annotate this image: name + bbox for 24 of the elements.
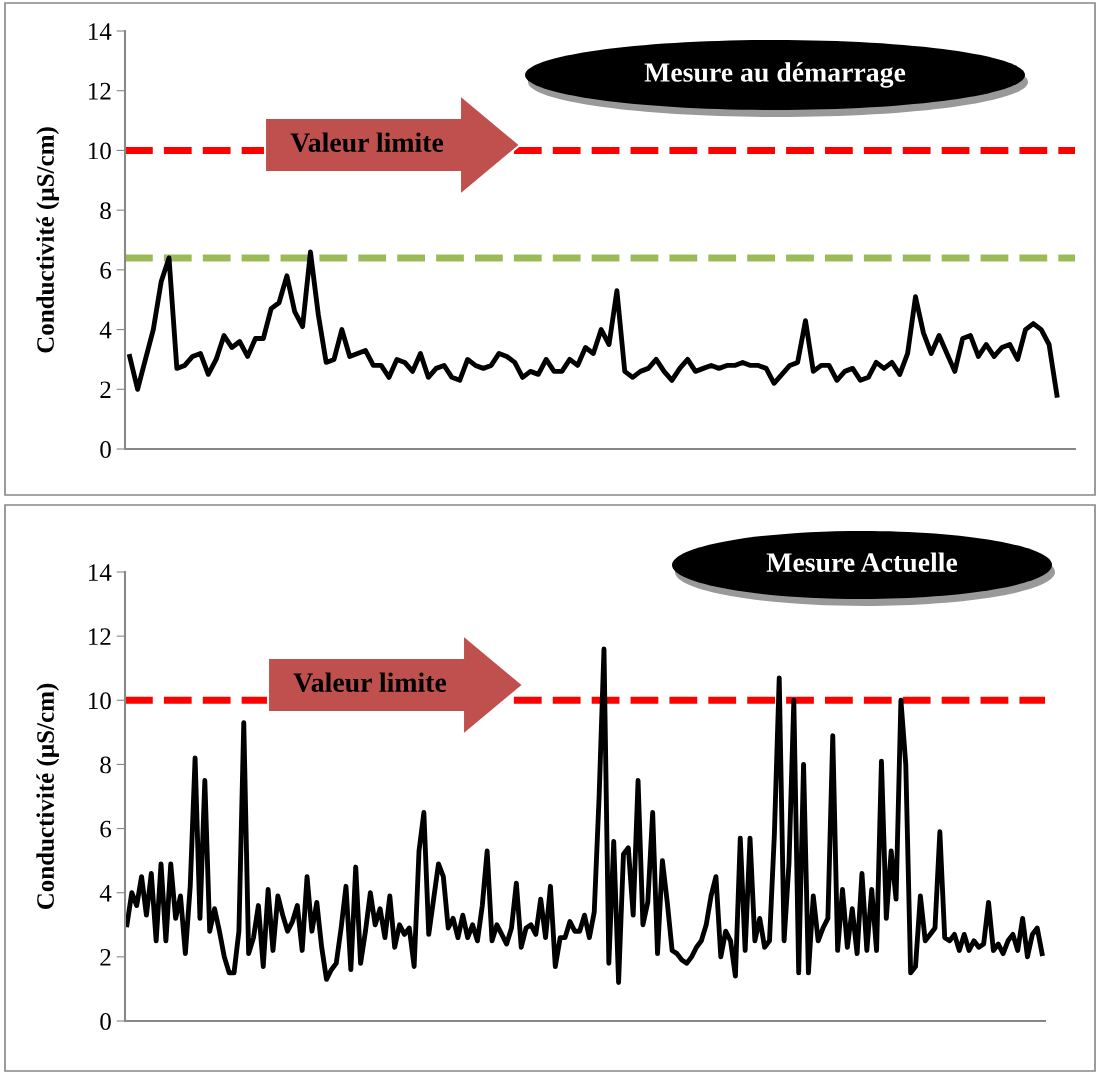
y-tick-label: 12 (89, 82, 111, 100)
y-tick-label: 2 (100, 381, 111, 398)
annotation: Mesure Actuelle (766, 552, 958, 573)
y-tick-label: 0 (100, 441, 111, 458)
y-tick-label: 2 (100, 948, 111, 966)
y-tick-label: 6 (100, 261, 112, 279)
y-tick-label: 8 (100, 756, 111, 774)
y-axis-title: Conductivité (µS/cm) (36, 127, 60, 353)
y-tick-label: 14 (89, 564, 112, 581)
ref-line-label: Valeur limite (293, 672, 447, 693)
y-tick-label: 6 (100, 820, 112, 838)
y-tick-label: 12 (89, 628, 111, 645)
y-tick-label: 8 (100, 202, 111, 220)
y-tick-label: 0 (100, 1013, 111, 1030)
y-tick-label: 14 (89, 23, 112, 40)
y-tick-label: 10 (89, 142, 111, 160)
annotation: Mesure au démarrage (644, 62, 906, 88)
line-series (125, 646, 1045, 985)
y-tick-label: 4 (99, 321, 112, 339)
y-tick-label: 4 (99, 884, 112, 902)
line-series (127, 249, 1060, 398)
y-axis-title: Conductivité (µS/cm) (36, 683, 60, 910)
ref-line-label: Valeur limite (290, 132, 444, 153)
y-tick-label: 10 (89, 692, 111, 710)
